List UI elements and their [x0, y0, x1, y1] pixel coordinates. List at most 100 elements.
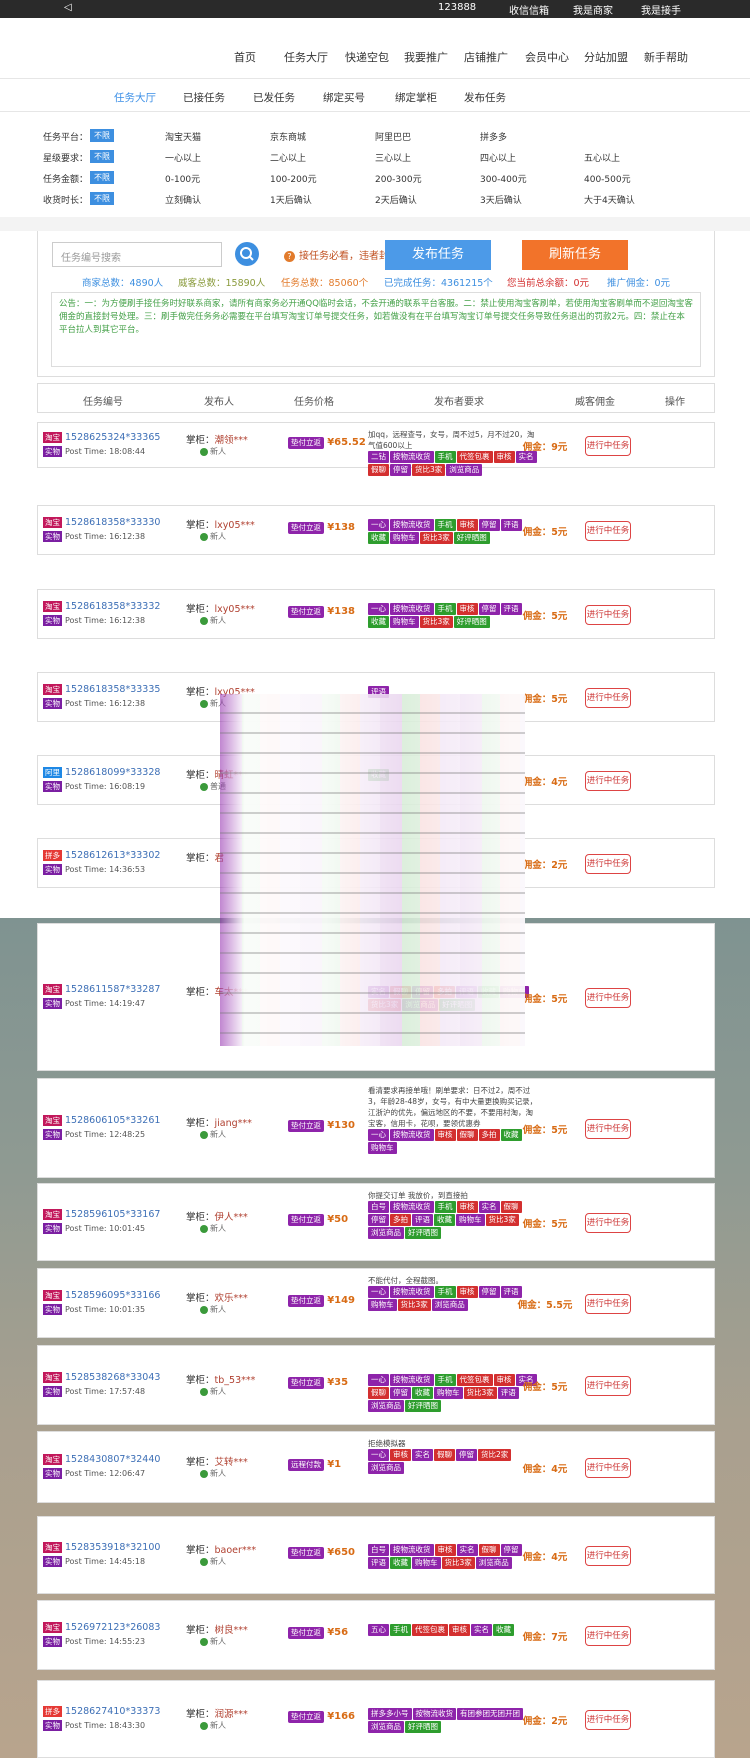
task-in-progress-button[interactable]: 进行中任务 [585, 688, 631, 708]
nav-home[interactable]: 首页 [234, 51, 256, 64]
stat-balance: 您当前总余额：0元 [507, 278, 590, 289]
task-number[interactable]: 1528618358*33335 [65, 684, 161, 695]
filter-option[interactable]: 京东商城 [270, 133, 307, 143]
user-icon [200, 1224, 208, 1233]
task-number[interactable]: 1528618099*33328 [65, 767, 161, 778]
filter-option[interactable]: 大于4天确认 [584, 196, 635, 206]
task-in-progress-button[interactable]: 进行中任务 [585, 1458, 631, 1478]
task-number[interactable]: 1526972123*26083 [65, 1622, 161, 1633]
task-number[interactable]: 1528606105*33261 [65, 1115, 161, 1126]
post-time: Post Time: 16:12:38 [65, 616, 146, 625]
filter-any-button[interactable]: 不限 [90, 150, 114, 163]
task-in-progress-button[interactable]: 进行中任务 [585, 1119, 631, 1139]
platform-badge: 淘宝 [43, 1372, 62, 1383]
filter-option[interactable]: 淘宝天猫 [165, 133, 202, 143]
filter-any-button[interactable]: 不限 [90, 192, 114, 205]
user-level: 新人 [210, 1130, 226, 1139]
task-number[interactable]: 1528618358*33332 [65, 601, 161, 612]
user-level: 新人 [210, 699, 226, 708]
task-price: ¥35 [327, 1377, 349, 1388]
task-number[interactable]: 1528611587*33287 [65, 984, 161, 995]
nav-member[interactable]: 会员中心 [525, 51, 569, 64]
type-badge: 实物 [43, 998, 62, 1009]
requirement-tag: 浏览商品 [368, 1400, 404, 1412]
filter-option[interactable]: 300-400元 [480, 175, 527, 185]
task-in-progress-button[interactable]: 进行中任务 [585, 436, 631, 456]
task-number[interactable]: 1528596095*33166 [65, 1290, 161, 1301]
task-in-progress-button[interactable]: 进行中任务 [585, 521, 631, 541]
task-in-progress-button[interactable]: 进行中任务 [585, 1376, 631, 1396]
task-number[interactable]: 1528627410*33373 [65, 1706, 161, 1717]
filter-option[interactable]: 2天后确认 [375, 196, 417, 206]
task-in-progress-button[interactable]: 进行中任务 [585, 1213, 631, 1233]
requirement-tag: 实名 [412, 1449, 433, 1461]
task-number[interactable]: 1528353918*32100 [65, 1542, 161, 1553]
merchant-menu[interactable]: 我是商家 [573, 6, 613, 17]
requirement-tag: 按物流收货 [390, 1201, 434, 1213]
filter-option[interactable]: 3天后确认 [480, 196, 522, 206]
task-in-progress-button[interactable]: 进行中任务 [585, 988, 631, 1008]
tab-task-hall[interactable]: 任务大厅 [114, 92, 156, 104]
phone-menu[interactable]: 123888 [438, 2, 477, 13]
task-number[interactable]: 1528538268*33043 [65, 1372, 161, 1383]
task-price: ¥149 [327, 1295, 356, 1306]
refresh-task-button[interactable]: 刷新任务 [522, 240, 628, 270]
requirements: 看清要求再接单哦！刷单要求：日不过2，周不过3，年龄28-48岁，女号，有中大量… [368, 1085, 538, 1155]
filter-option[interactable]: 100-200元 [270, 175, 317, 185]
receiver-menu[interactable]: 我是接手 [641, 6, 681, 17]
requirement-tag: 实名 [515, 451, 537, 463]
filter-option[interactable]: 200-300元 [375, 175, 422, 185]
filter-option[interactable]: 四心以上 [480, 154, 517, 164]
filter-option[interactable]: 二心以上 [270, 154, 307, 164]
nav-task-hall[interactable]: 任务大厅 [284, 51, 328, 64]
tab-accepted[interactable]: 已接任务 [183, 92, 225, 104]
filter-option[interactable]: 一心以上 [165, 154, 202, 164]
task-in-progress-button[interactable]: 进行中任务 [585, 1626, 631, 1646]
requirement-tag: 购物车 [368, 1299, 397, 1311]
tab-bind-buyer[interactable]: 绑定买号 [323, 92, 365, 104]
task-in-progress-button[interactable]: 进行中任务 [585, 771, 631, 791]
task-in-progress-button[interactable]: 进行中任务 [585, 854, 631, 874]
tab-published[interactable]: 已发任务 [253, 92, 295, 104]
requirement-tag: 购物车 [390, 616, 419, 628]
task-in-progress-button[interactable]: 进行中任务 [585, 1294, 631, 1314]
filter-option[interactable]: 五心以上 [584, 154, 621, 164]
task-number[interactable]: 1528625324*33365 [65, 432, 161, 443]
task-in-progress-button[interactable]: 进行中任务 [585, 1546, 631, 1566]
requirement-tag: 手机 [434, 1286, 456, 1298]
filter-option[interactable]: 三心以上 [375, 154, 412, 164]
tab-publish-task[interactable]: 发布任务 [464, 92, 506, 104]
task-number[interactable]: 1528596105*33167 [65, 1209, 161, 1220]
nav-franchise[interactable]: 分站加盟 [584, 51, 628, 64]
nav-shop-promote[interactable]: 店铺推广 [464, 51, 508, 64]
requirement-tag: 审核 [390, 1449, 411, 1461]
inbox-menu[interactable]: 收信信箱 [509, 6, 549, 17]
search-input[interactable]: 任务编号搜索 [52, 242, 222, 267]
commission: 佣金：5元 [522, 994, 568, 1005]
publish-task-button[interactable]: 发布任务 [385, 240, 491, 270]
speaker-icon[interactable]: ◁ [64, 2, 72, 13]
filter-option[interactable]: 立刻确认 [165, 196, 202, 206]
requirement-tag: 好评晒图 [453, 532, 490, 544]
filter-option[interactable]: 400-500元 [584, 175, 631, 185]
task-number[interactable]: 1528618358*33330 [65, 517, 161, 528]
payment-type-badge: 垫付立返 [288, 1627, 324, 1639]
filter-any-button[interactable]: 不限 [90, 129, 114, 142]
nav-help[interactable]: 新手帮助 [644, 51, 688, 64]
task-number[interactable]: 1528430807*32440 [65, 1454, 161, 1465]
requirement-tag: 一心 [368, 519, 389, 531]
tab-bind-shop[interactable]: 绑定掌柜 [395, 92, 437, 104]
requirements: 五心 手机 代签包裹 审核 实名 收藏 [368, 1624, 538, 1637]
task-in-progress-button[interactable]: 进行中任务 [585, 605, 631, 625]
filter-option[interactable]: 1天后确认 [270, 196, 312, 206]
filter-option[interactable]: 拼多多 [480, 133, 508, 143]
filter-option[interactable]: 阿里巴巴 [375, 133, 412, 143]
search-button[interactable] [235, 242, 259, 266]
nav-express[interactable]: 快递空包 [345, 51, 389, 64]
task-number[interactable]: 1528612613*33302 [65, 850, 161, 861]
warning-link[interactable]: ? 接任务必看，违者封号 [284, 247, 399, 262]
nav-promote[interactable]: 我要推广 [404, 51, 448, 64]
filter-option[interactable]: 0-100元 [165, 175, 201, 185]
task-in-progress-button[interactable]: 进行中任务 [585, 1710, 631, 1730]
filter-any-button[interactable]: 不限 [90, 171, 114, 184]
